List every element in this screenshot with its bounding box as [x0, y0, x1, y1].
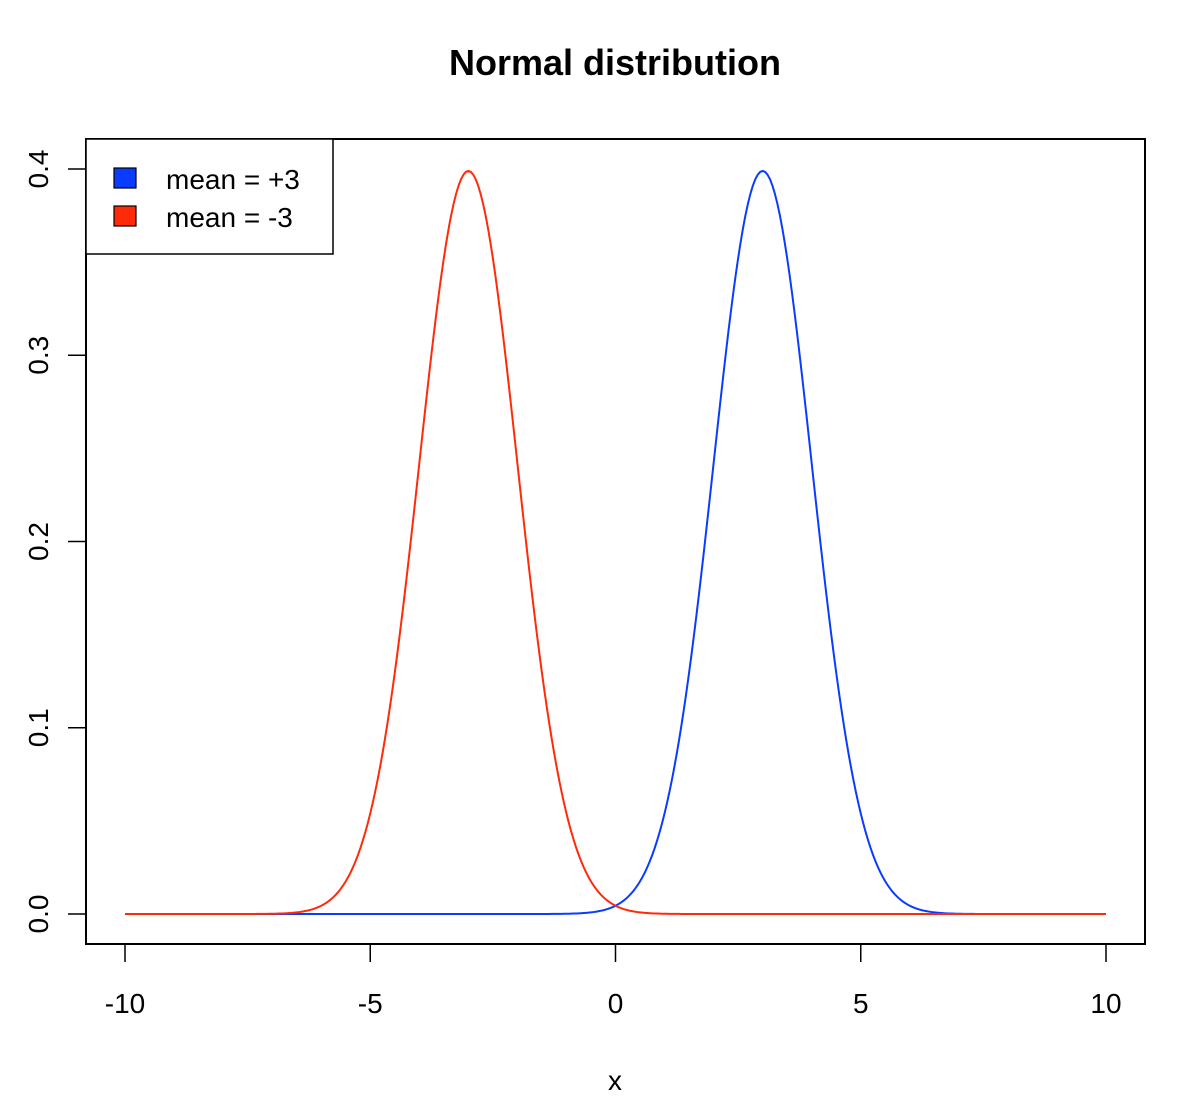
legend-label-mean-plus-3: mean = +3 [166, 164, 300, 195]
x-tick-label: 5 [853, 988, 869, 1019]
x-axis: -10 -5 0 5 10 [105, 943, 1122, 1019]
x-axis-label: x [608, 1065, 622, 1096]
y-tick-label: 0.2 [23, 522, 54, 561]
plot-frame [85, 138, 1146, 945]
legend: mean = +3 mean = -3 [85, 138, 334, 255]
legend-swatch-mean-minus-3 [113, 205, 137, 227]
legend-swatch-mean-plus-3 [113, 167, 137, 189]
y-tick-label: 0.3 [23, 336, 54, 375]
y-axis: 0.0 0.1 0.2 0.3 0.4 [23, 150, 87, 934]
legend-label-mean-minus-3: mean = -3 [166, 202, 293, 233]
series-line-mean-minus-3 [125, 169, 1106, 915]
legend-box [85, 138, 334, 255]
x-tick-label: 0 [608, 988, 624, 1019]
x-tick-label: -5 [358, 988, 383, 1019]
series-lines [125, 169, 1106, 915]
chart-title: Normal distribution [449, 42, 781, 83]
y-tick-label: 0.0 [23, 895, 54, 934]
x-tick-label: 10 [1090, 988, 1121, 1019]
x-tick-label: -10 [105, 988, 145, 1019]
y-tick-label: 0.1 [23, 708, 54, 747]
y-tick-label: 0.4 [23, 150, 54, 189]
series-line-mean-plus-3 [125, 169, 1106, 915]
